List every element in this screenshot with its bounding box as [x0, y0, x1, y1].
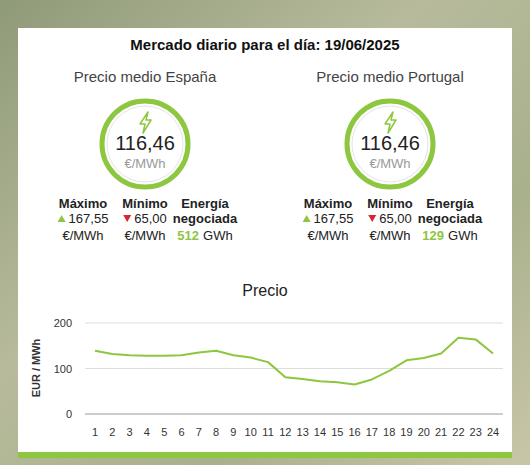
stat-value: 65,00 [134, 211, 167, 226]
average-unit: €/MWh [124, 156, 165, 171]
x-tick-label: 24 [487, 426, 499, 438]
x-tick-label: 13 [297, 426, 309, 438]
stat-label-line: negociada [173, 211, 238, 226]
up-arrow-icon [58, 215, 66, 222]
x-tick-label: 1 [92, 426, 98, 438]
x-tick-label: 9 [230, 426, 236, 438]
x-tick-label: 22 [452, 426, 464, 438]
stat-label: Energíanegociada [173, 196, 238, 226]
stat-value: 167,55 [314, 211, 354, 226]
summary-panel: Precio medio Portugal 116,46 €/MWh Máximo16… [303, 68, 483, 243]
grid-line [85, 368, 503, 369]
x-tick-label: 11 [262, 426, 273, 438]
stat-label-line: negociada [418, 211, 483, 226]
x-tick-label: 15 [331, 426, 343, 438]
stat-label-line: Mínimo [367, 196, 413, 211]
header-title: Mercado diario para el día: 19/06/2025 [130, 36, 399, 53]
stat-label-line: Energía [426, 196, 474, 211]
stat-label: Mínimo [122, 196, 168, 211]
stat-label-line: Energía [181, 196, 229, 211]
energy-unit: GWh [203, 228, 233, 243]
x-tick-label: 18 [383, 426, 395, 438]
stat-label: Mínimo [367, 196, 413, 211]
stat-unit: €/MWh [124, 228, 165, 243]
price-line [95, 338, 493, 385]
x-tick-label: 23 [470, 426, 482, 438]
energy-value: 512 [177, 228, 199, 243]
up-arrow-icon [303, 215, 311, 222]
card-bottom-band [18, 452, 512, 458]
average-value: 116,46 [360, 132, 420, 154]
average-unit: €/MWh [369, 156, 410, 171]
average-inner-ring [107, 106, 183, 182]
chart-title: Precio [242, 282, 287, 299]
x-axis-line [85, 414, 503, 415]
x-tick-label: 2 [109, 426, 115, 438]
x-tick-label: 10 [245, 426, 257, 438]
stat-label: Energíanegociada [418, 196, 483, 226]
y-tick-label: 100 [54, 363, 72, 375]
stat-label: Máximo [304, 196, 352, 211]
x-tick-label: 4 [144, 426, 150, 438]
card [18, 28, 512, 453]
lightning-icon [385, 112, 396, 133]
x-tick-label: 17 [366, 426, 378, 438]
y-axis-title: EUR / MWh [30, 338, 42, 397]
panel-title: Precio medio España [74, 68, 217, 85]
down-arrow-icon [123, 215, 131, 222]
price-chart: PrecioEUR / MWh0100200123456789101112131… [30, 282, 503, 438]
x-tick-label: 12 [279, 426, 291, 438]
stage: Mercado diario para el día: 19/06/2025 Pr… [0, 0, 530, 465]
panel-title: Precio medio Portugal [316, 68, 464, 85]
average-ring [347, 101, 433, 187]
y-tick-label: 0 [66, 408, 72, 420]
x-tick-label: 8 [213, 426, 219, 438]
average-ring [102, 101, 188, 187]
average-value: 116,46 [115, 132, 175, 154]
background [0, 0, 530, 465]
x-tick-label: 5 [161, 426, 167, 438]
lightning-icon [140, 112, 151, 133]
x-tick-label: 7 [196, 426, 202, 438]
x-tick-label: 19 [400, 426, 412, 438]
stat-label: Máximo [59, 196, 107, 211]
summary-panel: Precio medio España 116,46 €/MWh Máximo167,… [58, 68, 238, 243]
stat-label-line: Máximo [304, 196, 352, 211]
stat-value: 167,55 [69, 211, 109, 226]
down-arrow-icon [368, 215, 376, 222]
x-tick-label: 6 [178, 426, 184, 438]
grid-line [85, 323, 503, 324]
x-tick-label: 3 [127, 426, 133, 438]
x-tick-label: 14 [314, 426, 326, 438]
x-tick-label: 20 [418, 426, 430, 438]
energy-value: 129 [422, 228, 444, 243]
energy-unit: GWh [448, 228, 478, 243]
stat-unit: €/MWh [62, 228, 103, 243]
stat-label-line: Máximo [59, 196, 107, 211]
average-inner-ring [352, 106, 428, 182]
stat-label-line: Mínimo [122, 196, 168, 211]
x-tick-label: 16 [348, 426, 360, 438]
y-tick-label: 200 [54, 317, 72, 329]
stat-unit: €/MWh [307, 228, 348, 243]
stat-value: 65,00 [379, 211, 412, 226]
stat-unit: €/MWh [369, 228, 410, 243]
plot-area [95, 338, 493, 385]
x-tick-label: 21 [435, 426, 447, 438]
